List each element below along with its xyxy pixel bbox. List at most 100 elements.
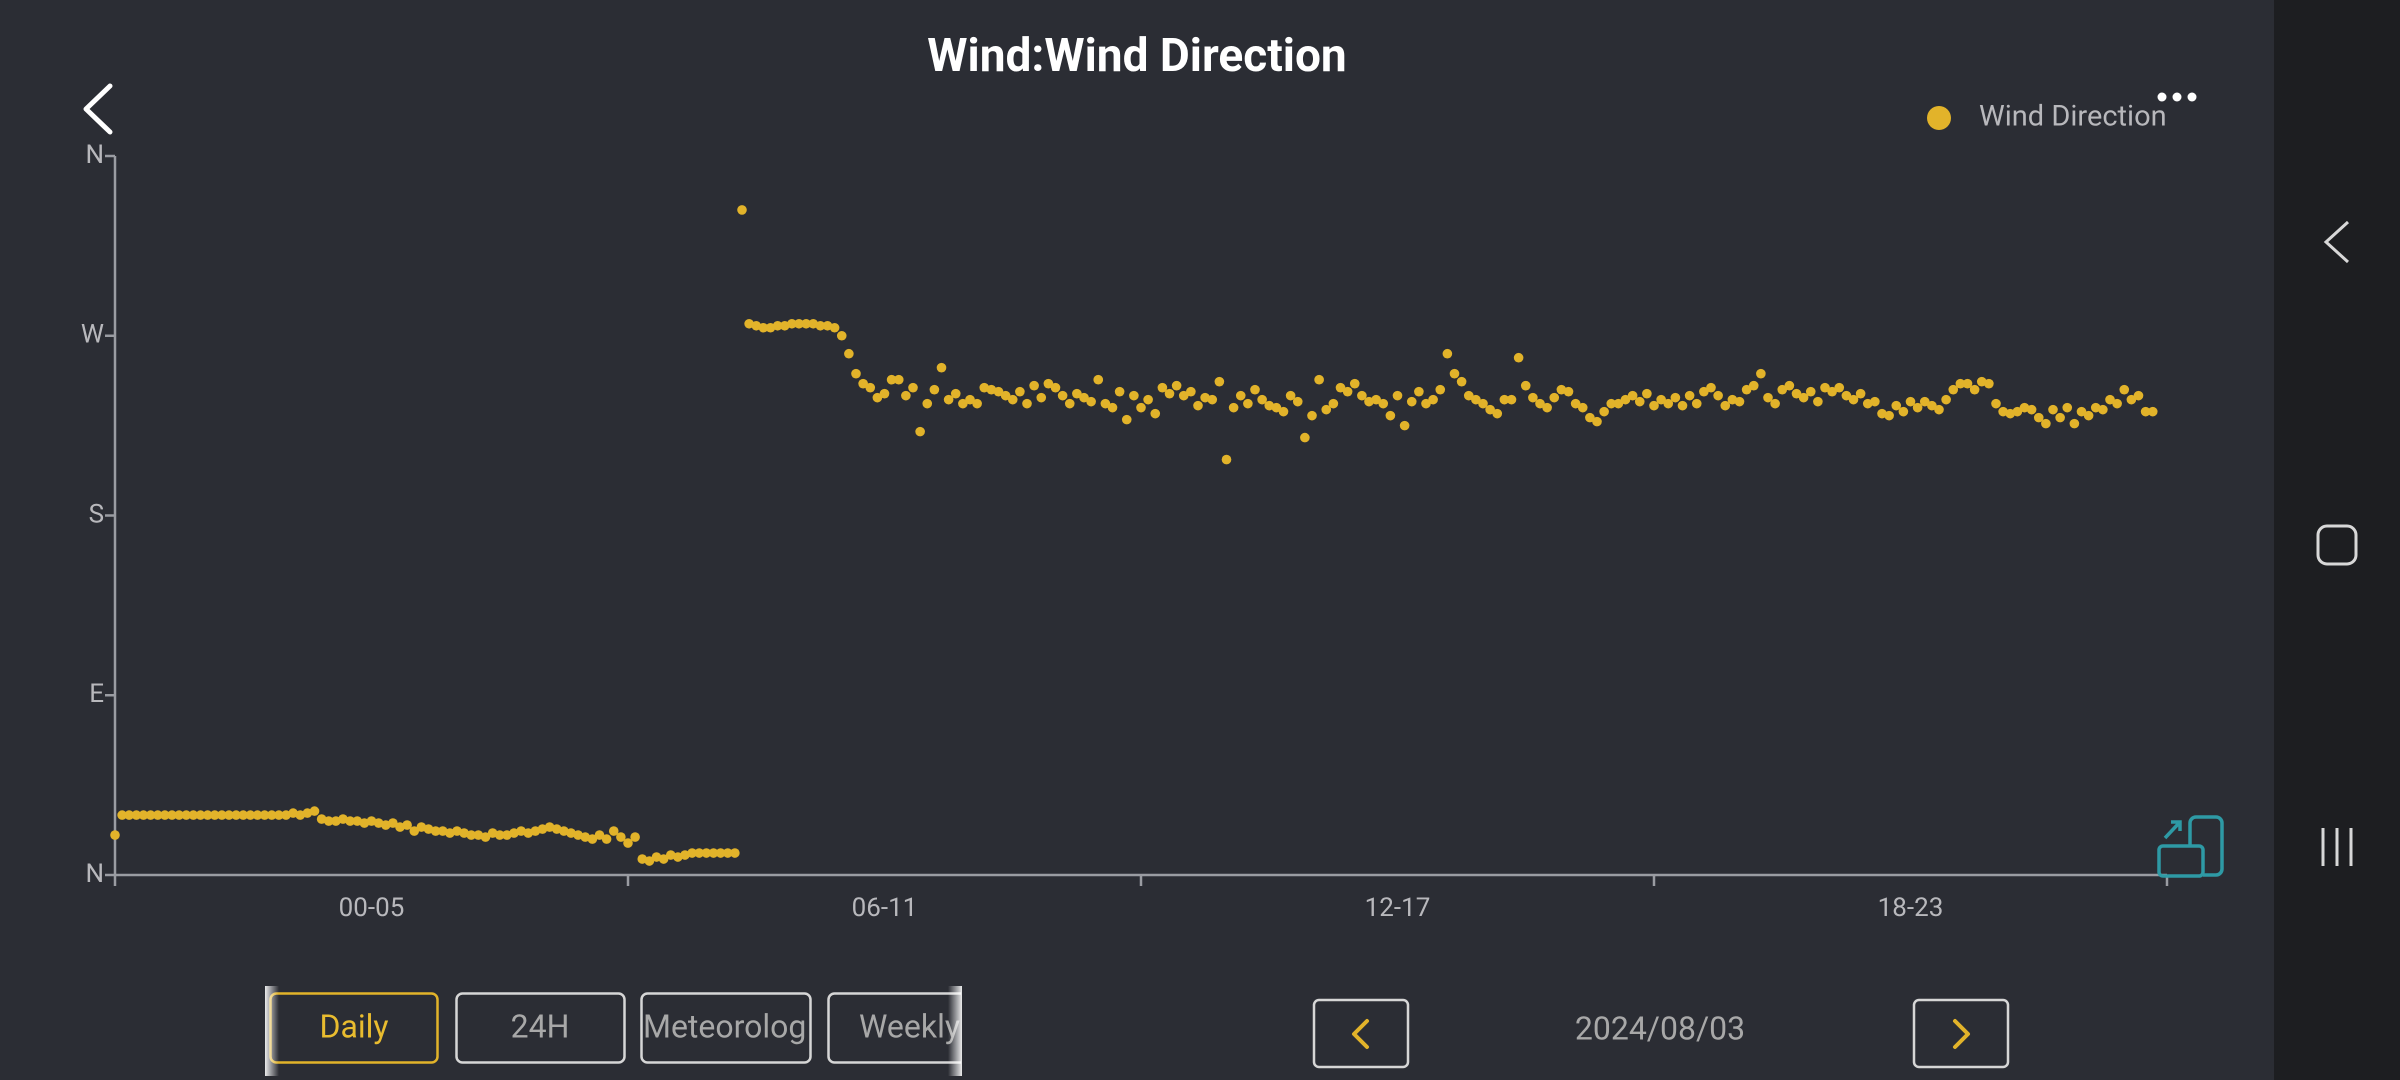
- data-point: [259, 810, 270, 820]
- data-point: [594, 830, 605, 840]
- data-point: [1072, 388, 1082, 399]
- y-tick-label: N: [85, 140, 104, 170]
- data-point: [1221, 454, 1232, 465]
- data-point: [1278, 406, 1289, 417]
- data-point: [623, 838, 633, 848]
- data-point: [167, 810, 177, 820]
- data-point: [160, 810, 170, 820]
- button-meteorological[interactable]: Meteorolog: [640, 992, 812, 1064]
- data-point: [1941, 394, 1951, 405]
- data-point: [1791, 388, 1802, 399]
- data-point: [815, 320, 826, 331]
- data-point: [138, 810, 149, 820]
- data-point: [1093, 374, 1104, 385]
- data-point: [2126, 394, 2137, 405]
- data-point: [238, 810, 249, 820]
- next-day-button[interactable]: [1912, 998, 2010, 1069]
- data-point: [2062, 402, 2073, 413]
- chart-title: Wind:Wind Direction: [927, 29, 1346, 83]
- data-point: [851, 368, 861, 379]
- data-point: [1271, 402, 1282, 413]
- data-point: [266, 810, 277, 820]
- data-point: [601, 834, 612, 844]
- data-point: [1870, 396, 1880, 407]
- data-point: [1193, 400, 1203, 411]
- data-point: [1592, 416, 1602, 427]
- data-point: [174, 810, 184, 820]
- data-point: [1000, 390, 1011, 401]
- data-point: [1827, 386, 1837, 397]
- data-point: [1036, 392, 1047, 403]
- data-point: [1570, 398, 1581, 409]
- data-point: [929, 384, 940, 395]
- data-point: [587, 834, 598, 844]
- data-point: [1991, 398, 2001, 409]
- data-point: [1627, 390, 1638, 401]
- data-point: [1243, 398, 1253, 409]
- data-point: [1207, 394, 1218, 405]
- data-point: [1478, 398, 1488, 409]
- more-button[interactable]: [2157, 92, 2197, 102]
- data-point: [131, 810, 142, 820]
- data-point: [1919, 396, 1930, 407]
- data-point: [1663, 398, 1674, 409]
- data-point: [1321, 404, 1332, 415]
- data-point: [466, 830, 477, 840]
- data-point: [644, 856, 655, 866]
- button-weekly[interactable]: Weekly: [827, 992, 989, 1064]
- data-point: [1734, 396, 1745, 407]
- data-point: [965, 394, 975, 405]
- nav-home[interactable]: [2316, 524, 2358, 566]
- data-point: [1485, 404, 1495, 415]
- data-point: [1449, 368, 1460, 379]
- button-label: 24H: [511, 1007, 570, 1045]
- data-point: [2041, 418, 2051, 429]
- data-point: [730, 848, 740, 858]
- data-point: [1520, 380, 1531, 391]
- data-point: [1699, 386, 1709, 397]
- data-point: [943, 394, 954, 405]
- data-point: [2055, 412, 2065, 423]
- data-point: [1157, 382, 1168, 393]
- data-point: [1770, 398, 1780, 409]
- data-point: [901, 390, 911, 401]
- data-point: [1513, 352, 1524, 363]
- data-point: [1414, 386, 1424, 397]
- data-point: [1029, 380, 1039, 391]
- data-point: [715, 848, 726, 858]
- data-point: [1371, 394, 1381, 405]
- rotate-icon[interactable]: [2157, 815, 2224, 878]
- data-point: [836, 330, 847, 341]
- data-point: [1756, 368, 1766, 379]
- data-point: [188, 810, 199, 820]
- data-point: [886, 374, 897, 385]
- data-point: [2105, 394, 2115, 405]
- data-point: [1884, 410, 1894, 421]
- data-point: [1463, 390, 1474, 401]
- data-point: [865, 382, 876, 393]
- nav-back[interactable]: [2323, 220, 2350, 264]
- button-label: Weekly: [859, 1007, 960, 1045]
- scroll-fade: [948, 986, 962, 1076]
- nav-recents[interactable]: [2321, 828, 2353, 866]
- prev-day-button[interactable]: [1312, 998, 1410, 1069]
- data-point: [1399, 420, 1410, 431]
- data-point: [152, 810, 163, 820]
- data-point: [1064, 398, 1075, 409]
- data-point: [1506, 394, 1517, 405]
- data-point: [274, 810, 284, 820]
- data-point: [2133, 390, 2144, 401]
- legend-label: Wind Direction: [1979, 100, 2167, 134]
- data-point: [2069, 418, 2080, 429]
- data-point: [2012, 406, 2023, 417]
- x-tick-label: 12-17: [1365, 893, 1431, 923]
- back-button[interactable]: [83, 83, 113, 135]
- button-24h[interactable]: 24H: [455, 992, 626, 1064]
- x-tick-label: 06-11: [852, 893, 918, 923]
- data-point: [1456, 376, 1467, 387]
- data-point: [908, 382, 918, 393]
- data-point: [958, 398, 968, 409]
- data-point: [1549, 392, 1560, 403]
- data-point: [1228, 402, 1239, 413]
- data-point: [950, 388, 961, 399]
